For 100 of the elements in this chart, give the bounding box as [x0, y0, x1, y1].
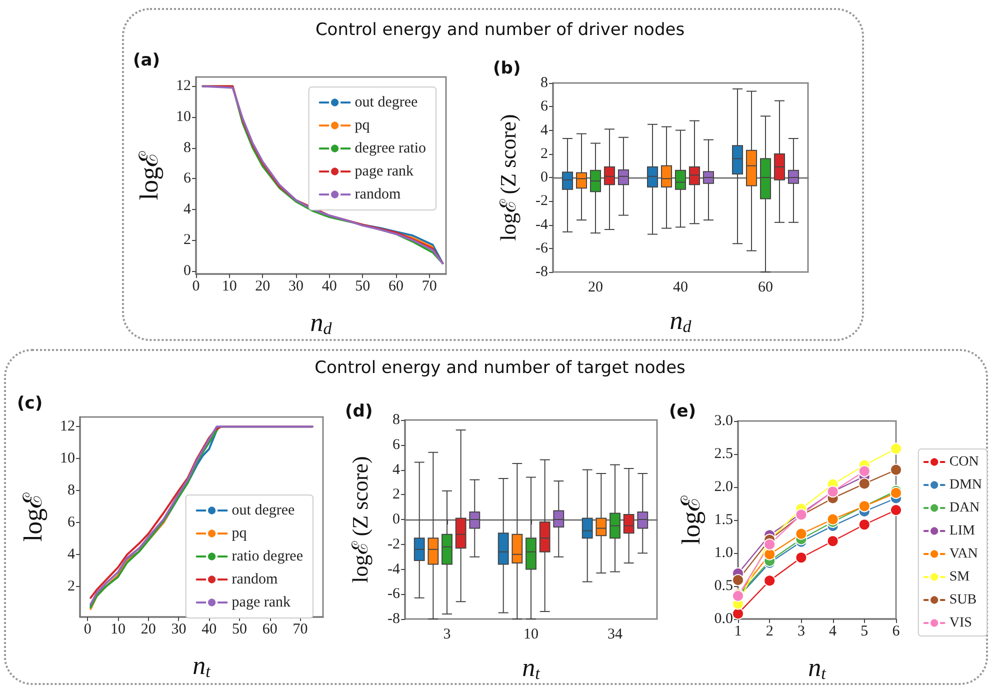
y-tick-label: 6 — [68, 514, 76, 531]
x-tick-label: 70 — [422, 278, 437, 294]
legend-label: out degree — [232, 502, 296, 518]
point — [764, 548, 776, 560]
y-tick-label: 4 — [392, 462, 400, 478]
x-tick-label: 40 — [673, 280, 688, 296]
x-tick-label: 10 — [222, 278, 237, 294]
point — [795, 552, 808, 564]
point — [858, 478, 870, 490]
y-axis-title: logℰ — [676, 495, 706, 545]
y-tick-label: -6 — [388, 586, 400, 602]
legend-label: SUB — [949, 592, 977, 608]
legend-label: SM — [949, 570, 970, 584]
y-tick-label: -8 — [388, 611, 400, 627]
x-tick-label: 30 — [288, 278, 304, 294]
point — [826, 535, 839, 548]
chart-title: (e) — [669, 402, 696, 422]
point — [890, 442, 902, 455]
y-tick-label: -2 — [388, 536, 400, 552]
x-tick-label: 20 — [255, 278, 270, 294]
y-tick-label: 8 — [540, 75, 548, 91]
y-tick-label: -8 — [536, 264, 548, 280]
chart-title: (b) — [493, 58, 521, 78]
legend-label: page rank — [354, 164, 414, 180]
x-tick-label: 50 — [232, 622, 247, 638]
x-tick-label: 60 — [758, 280, 773, 296]
y-tick-label: 8 — [392, 412, 400, 428]
x-tick-label: 1 — [734, 624, 742, 640]
y-tick-label: 3.0 — [714, 413, 733, 429]
y-tick-label: 8 — [184, 140, 191, 156]
y-tick-label: 12 — [176, 78, 191, 94]
x-tick-label: 60 — [388, 278, 404, 294]
x-tick-label: 0 — [84, 622, 92, 638]
legend-label: LIM — [949, 524, 976, 538]
text: Control energy and number of driver nodes — [315, 20, 685, 40]
point — [858, 465, 870, 478]
y-tick-label: 2 — [392, 486, 400, 503]
y-tick-label: 8 — [68, 482, 75, 499]
legend-label: degree ratio — [354, 140, 426, 156]
y-tick-label: 1.0 — [714, 545, 733, 561]
y-tick-label: 10 — [60, 450, 75, 467]
chart-title: (d) — [345, 402, 373, 422]
y-tick-label: 0.5 — [714, 578, 733, 594]
point — [764, 538, 776, 550]
y-tick-label: 0.0 — [714, 611, 733, 627]
legend-label: VIS — [949, 616, 972, 630]
y-tick-label: 6 — [392, 436, 400, 453]
legend-label: ratio degree — [232, 548, 304, 564]
y-tick-label: 2 — [540, 146, 548, 162]
chart-title: (c) — [17, 394, 43, 414]
y-axis-title: logℰ (Z score) — [496, 114, 520, 241]
y-axis-title: logℰ — [134, 150, 164, 200]
y-tick-label: 0 — [184, 262, 191, 279]
y-tick-label: 12 — [60, 418, 75, 435]
y-tick-label: 4 — [184, 201, 192, 218]
y-tick-label: 10 — [176, 109, 191, 126]
legend-label: random — [354, 186, 401, 202]
x-tick-label: 5 — [860, 624, 868, 640]
point — [826, 513, 839, 526]
y-tick-label: 2.5 — [714, 446, 733, 462]
y-tick-label: 0 — [392, 512, 400, 528]
chart-title: (a) — [133, 50, 160, 70]
text: Control energy and number of target nodes — [314, 358, 686, 378]
y-tick-label: 1.5 — [714, 512, 733, 528]
y-tick-label: 2.0 — [714, 479, 733, 495]
x-tick-label: 20 — [588, 280, 603, 296]
y-tick-label: -2 — [536, 193, 548, 210]
x-tick-label: 40 — [202, 622, 217, 638]
point — [732, 608, 744, 620]
legend-label: pq — [354, 118, 370, 134]
point — [858, 518, 870, 531]
x-tick-label: 50 — [355, 278, 370, 294]
legend-label: random — [232, 572, 278, 588]
x-tick-label: 4 — [829, 624, 838, 640]
point — [732, 574, 744, 586]
legend-label: pq — [232, 526, 248, 542]
x-tick-label: 34 — [608, 626, 623, 642]
legend-label: VAN — [949, 546, 978, 562]
legend-label: DAN — [949, 500, 980, 516]
legend-label: CON — [949, 454, 979, 470]
point — [890, 504, 902, 516]
x-tick-label: 6 — [892, 624, 900, 640]
x-tick-label: 70 — [292, 622, 308, 638]
legend-label: DMN — [949, 478, 982, 492]
legend-label: out degree — [354, 94, 418, 110]
x-tick-label: 10 — [110, 622, 126, 638]
legend-label: page rank — [232, 594, 292, 610]
x-tick-label: 40 — [322, 278, 337, 294]
y-tick-label: 6 — [184, 170, 192, 187]
y-tick-label: 0 — [540, 170, 548, 186]
y-tick-label: -4 — [388, 561, 400, 578]
point — [764, 574, 776, 587]
y-tick-label: -6 — [536, 240, 548, 256]
y-axis-title: logℰ (Z score) — [348, 456, 372, 583]
point — [890, 464, 902, 476]
y-tick-label: -4 — [536, 216, 548, 233]
x-tick-label: 3 — [443, 626, 451, 642]
y-tick-label: 2 — [184, 232, 191, 248]
x-tick-label: 30 — [171, 622, 186, 638]
y-tick-label: 6 — [540, 98, 548, 115]
